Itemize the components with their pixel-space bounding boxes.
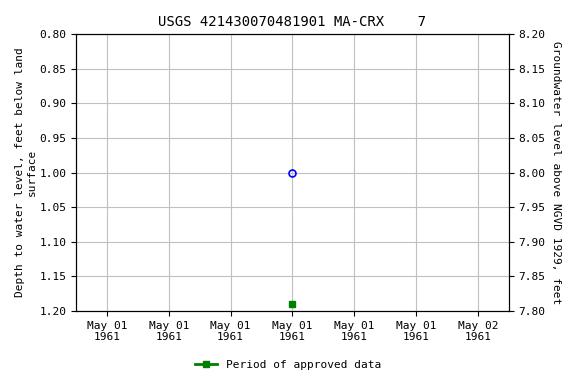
Legend: Period of approved data: Period of approved data: [191, 356, 385, 375]
Title: USGS 421430070481901 MA-CRX    7: USGS 421430070481901 MA-CRX 7: [158, 15, 426, 29]
Y-axis label: Depth to water level, feet below land
surface: Depth to water level, feet below land su…: [15, 48, 37, 298]
Y-axis label: Groundwater level above NGVD 1929, feet: Groundwater level above NGVD 1929, feet: [551, 41, 561, 304]
